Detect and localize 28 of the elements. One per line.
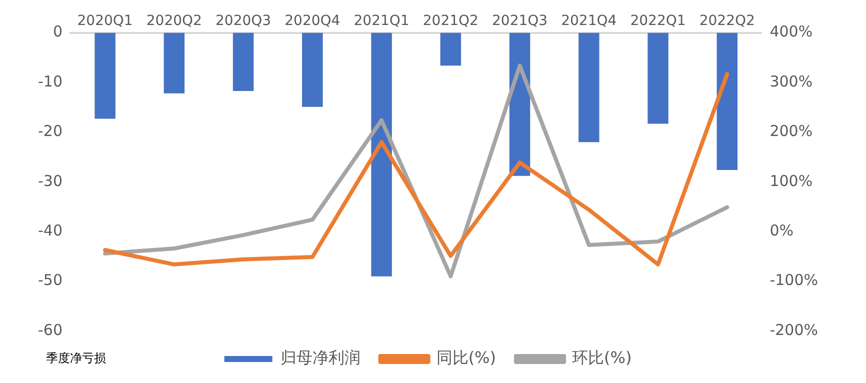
text: 季度净亏损 (46, 350, 106, 367)
y-tick-label: -40 (38, 221, 62, 240)
x-tick-label: 2020Q4 (284, 13, 340, 30)
y-tick-label: -10 (38, 72, 62, 90)
y2-tick-label: 0% (770, 221, 794, 240)
legend-label: 归母净利润 (280, 348, 360, 368)
legend-label: 环比(%) (572, 348, 632, 368)
y-tick-label: -30 (38, 172, 62, 190)
y2-tick-label: 300% (770, 72, 813, 90)
y-tick-label: -50 (38, 271, 62, 290)
y-tick-label: -20 (38, 122, 62, 140)
x-tick-label: 2020Q3 (216, 13, 272, 30)
x-tick-label: 2021Q1 (354, 13, 410, 30)
x-tick-label: 2020Q2 (146, 13, 202, 30)
y-tick-label: -60 (38, 320, 62, 339)
x-tick-label: 2022Q2 (699, 13, 755, 30)
legend-label: 同比(%) (436, 348, 496, 368)
y2-tick-label: -100% (770, 271, 818, 290)
y2-tick-label: -200% (770, 320, 818, 339)
x-tick-label: 2021Q3 (492, 13, 548, 30)
x-tick-label: 2020Q1 (77, 13, 133, 30)
y2-tick-label: 100% (770, 172, 813, 190)
y2-tick-label: 200% (770, 122, 813, 140)
x-tick-label: 2022Q1 (630, 13, 686, 30)
y-tick-label: 0 (52, 22, 62, 41)
x-tick-label: 2021Q4 (561, 13, 617, 30)
y2-tick-label: 400% (770, 22, 813, 41)
x-tick-label: 2021Q2 (422, 13, 478, 30)
